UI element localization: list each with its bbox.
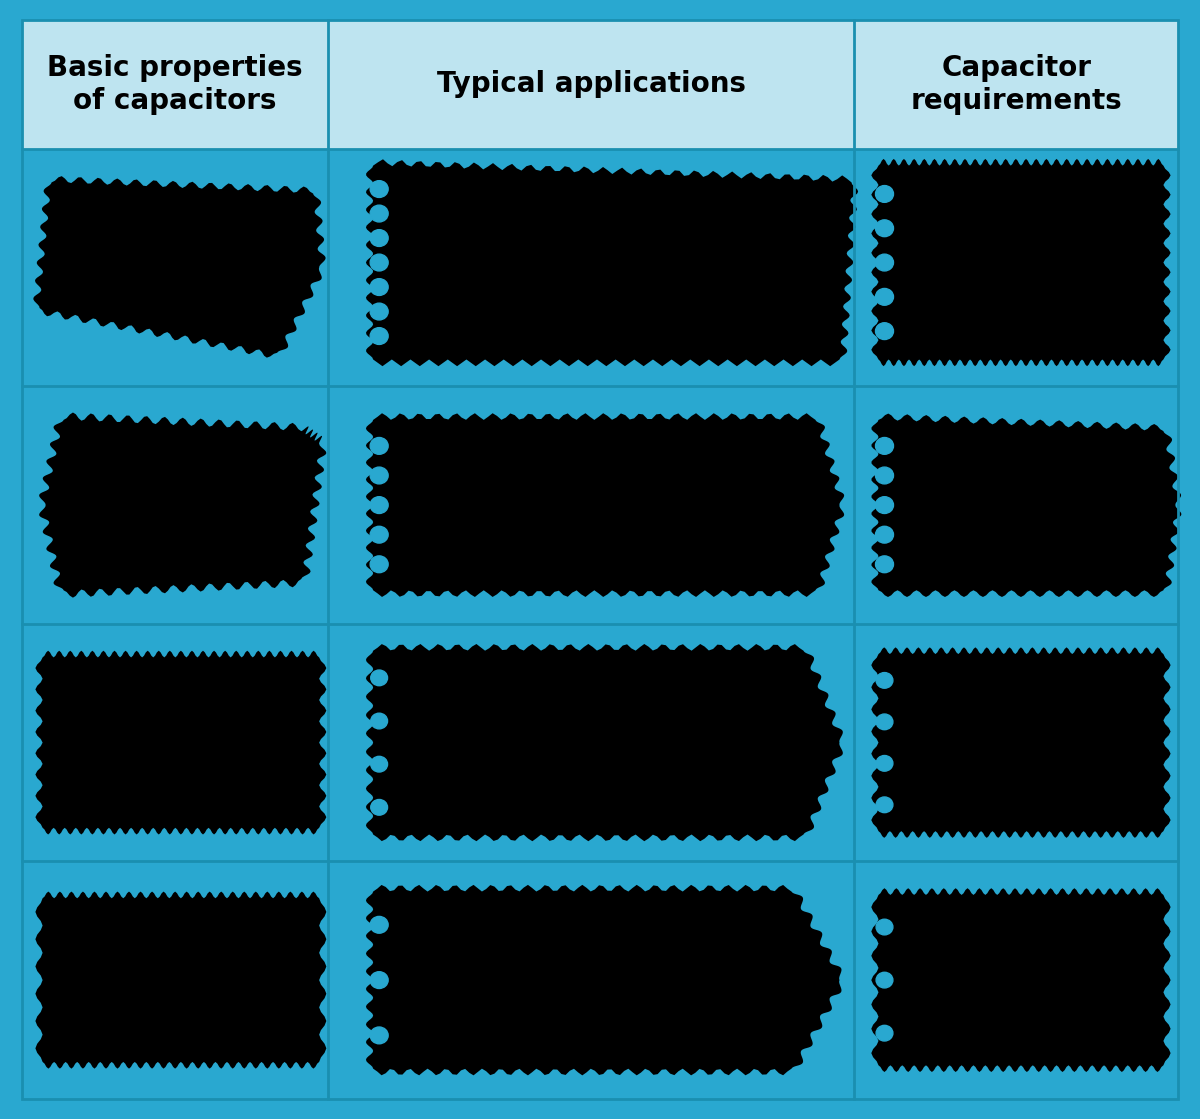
Circle shape — [876, 972, 893, 988]
Polygon shape — [34, 176, 325, 358]
Polygon shape — [871, 414, 1181, 596]
Circle shape — [876, 797, 893, 812]
Circle shape — [370, 556, 388, 573]
Circle shape — [876, 438, 894, 454]
Circle shape — [876, 556, 894, 573]
Polygon shape — [871, 888, 1171, 1072]
Circle shape — [876, 755, 893, 771]
Polygon shape — [366, 159, 858, 366]
Circle shape — [876, 219, 894, 236]
Circle shape — [371, 670, 388, 686]
Circle shape — [370, 467, 388, 483]
Circle shape — [370, 1027, 388, 1044]
Circle shape — [876, 289, 894, 305]
Polygon shape — [36, 892, 326, 1069]
Circle shape — [876, 919, 893, 934]
Text: Typical applications: Typical applications — [437, 70, 746, 98]
Circle shape — [370, 438, 388, 454]
Circle shape — [370, 180, 388, 197]
Circle shape — [876, 714, 893, 730]
Bar — [22, 20, 1178, 149]
Circle shape — [370, 916, 388, 933]
Circle shape — [371, 756, 388, 772]
Circle shape — [876, 1025, 893, 1041]
Circle shape — [876, 673, 893, 688]
Circle shape — [370, 303, 388, 320]
Circle shape — [370, 205, 388, 222]
Circle shape — [876, 186, 894, 203]
Circle shape — [876, 322, 894, 339]
Polygon shape — [366, 645, 842, 841]
Circle shape — [370, 229, 388, 246]
Circle shape — [371, 713, 388, 728]
Circle shape — [876, 467, 894, 483]
Polygon shape — [366, 413, 844, 596]
Polygon shape — [871, 647, 1171, 838]
Polygon shape — [36, 651, 326, 835]
Text: Capacitor
requirements: Capacitor requirements — [911, 55, 1122, 114]
Circle shape — [370, 497, 388, 514]
Circle shape — [370, 279, 388, 295]
Circle shape — [876, 526, 894, 543]
Polygon shape — [366, 885, 841, 1075]
Polygon shape — [40, 413, 326, 598]
Circle shape — [371, 799, 388, 815]
Circle shape — [370, 254, 388, 271]
Circle shape — [370, 526, 388, 543]
Circle shape — [370, 328, 388, 345]
Text: Basic properties
of capacitors: Basic properties of capacitors — [47, 55, 302, 114]
Circle shape — [370, 971, 388, 988]
Circle shape — [876, 497, 894, 514]
Polygon shape — [871, 159, 1171, 366]
Circle shape — [876, 254, 894, 271]
